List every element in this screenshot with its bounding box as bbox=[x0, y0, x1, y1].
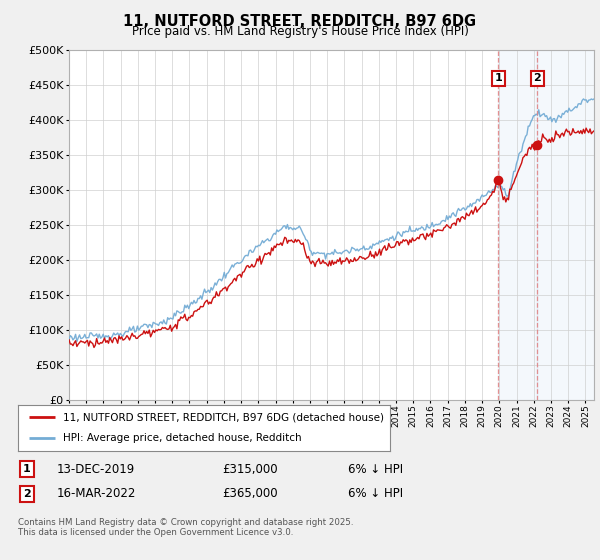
Text: Price paid vs. HM Land Registry's House Price Index (HPI): Price paid vs. HM Land Registry's House … bbox=[131, 25, 469, 38]
Text: 13-DEC-2019: 13-DEC-2019 bbox=[57, 463, 135, 476]
Bar bbox=[538, 50, 594, 400]
Text: HPI: Average price, detached house, Redditch: HPI: Average price, detached house, Redd… bbox=[62, 433, 301, 444]
Text: 6% ↓ HPI: 6% ↓ HPI bbox=[348, 487, 403, 501]
Text: £365,000: £365,000 bbox=[222, 487, 278, 501]
Text: 11, NUTFORD STREET, REDDITCH, B97 6DG (detached house): 11, NUTFORD STREET, REDDITCH, B97 6DG (d… bbox=[62, 412, 383, 422]
Text: 11, NUTFORD STREET, REDDITCH, B97 6DG: 11, NUTFORD STREET, REDDITCH, B97 6DG bbox=[124, 14, 476, 29]
Text: 6% ↓ HPI: 6% ↓ HPI bbox=[348, 463, 403, 476]
Text: 2: 2 bbox=[533, 73, 541, 83]
Text: 2: 2 bbox=[23, 489, 31, 499]
Text: £315,000: £315,000 bbox=[222, 463, 278, 476]
Text: 1: 1 bbox=[494, 73, 502, 83]
Bar bbox=[499, 50, 538, 400]
Text: Contains HM Land Registry data © Crown copyright and database right 2025.
This d: Contains HM Land Registry data © Crown c… bbox=[18, 518, 353, 538]
Text: 16-MAR-2022: 16-MAR-2022 bbox=[57, 487, 136, 501]
Text: 1: 1 bbox=[23, 464, 31, 474]
